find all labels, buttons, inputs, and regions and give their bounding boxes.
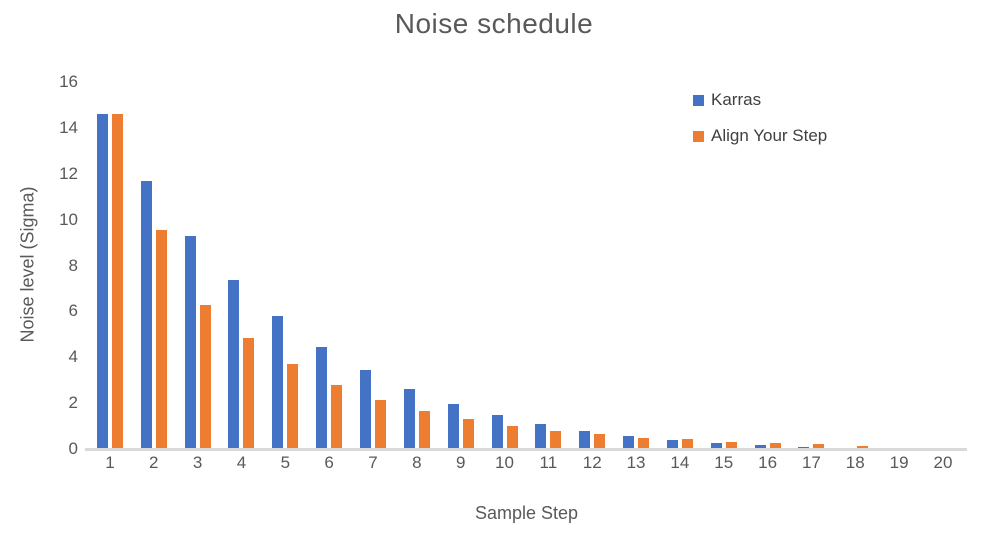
y-tick-label: 14	[59, 117, 78, 137]
bar-group-step-10	[483, 82, 527, 449]
align-your-step-bar	[462, 419, 474, 449]
legend: Karras Align Your Step	[693, 90, 827, 162]
y-axis-tick-labels: 0 2 4 6 8 10 12 14 16	[36, 72, 78, 458]
x-tick-label: 10	[495, 453, 514, 472]
karras-bar	[228, 280, 240, 449]
align-your-step-bar	[550, 430, 562, 449]
karras-bar	[359, 369, 371, 449]
x-tick-label: 19	[889, 453, 909, 472]
karras-bar	[579, 431, 591, 449]
legend-label: Karras	[711, 90, 762, 109]
x-tick-label: 15	[714, 453, 734, 472]
karras-bar	[316, 346, 328, 449]
karras-bar	[535, 424, 547, 449]
align-your-step-bar	[506, 426, 518, 449]
y-tick-label: 16	[59, 72, 78, 91]
bar-group-step-4	[220, 82, 264, 449]
x-axis-tick-labels: 1 2 3 4 5 6 7 8 9 10 11 12 13 14 15 16 17 18 19 20	[88, 453, 965, 473]
align-your-step-bar	[725, 441, 737, 449]
karras-bar	[140, 180, 152, 449]
x-tick-label: 20	[933, 453, 953, 472]
align-your-step-bar	[374, 399, 386, 449]
bar-group-step-3	[176, 82, 220, 449]
bar-group-step-1	[88, 82, 132, 449]
karras-bar	[710, 443, 722, 449]
align-your-step-bar	[155, 229, 167, 449]
karras-bar	[623, 436, 635, 449]
bar-group-step-19	[877, 82, 921, 449]
align-your-step-bar	[111, 114, 123, 449]
x-tick-label: 4	[236, 453, 247, 472]
bar-group-step-5	[263, 82, 307, 449]
karras-bar	[491, 414, 503, 449]
bar-group-step-13	[614, 82, 658, 449]
x-tick-label: 3	[192, 453, 203, 472]
bar-group-step-8	[395, 82, 439, 449]
karras-bar	[754, 445, 766, 449]
x-tick-label: 7	[368, 453, 378, 472]
x-tick-label: 13	[626, 453, 646, 472]
bar-group-step-7	[351, 82, 395, 449]
align-your-step-bar	[813, 444, 825, 449]
karras-bar	[272, 315, 284, 449]
align-your-step-bar	[681, 438, 693, 449]
karras-bar	[403, 389, 415, 449]
align-your-step-bar	[418, 411, 430, 449]
x-tick-label: 5	[280, 453, 291, 472]
align-your-step-bar	[331, 384, 343, 449]
y-tick-label: 12	[59, 163, 78, 183]
karras-bar	[184, 235, 196, 449]
y-tick-label: 4	[68, 347, 78, 367]
bar-group-step-15	[702, 82, 746, 449]
legend-label: Align Your Step	[711, 126, 828, 145]
bar-group-step-16	[746, 82, 790, 449]
align-your-step-bar	[199, 304, 211, 449]
align-your-step-bar	[287, 364, 299, 449]
x-axis-title: Sample Step	[474, 503, 579, 523]
y-tick-label: 2	[68, 393, 78, 413]
x-tick-label: 9	[455, 453, 466, 472]
x-tick-label: 2	[149, 453, 159, 472]
chart-title: Noise schedule	[394, 8, 594, 39]
x-tick-label: 6	[324, 453, 334, 472]
bar-series-area	[88, 82, 965, 449]
bar-group-step-17	[790, 82, 834, 449]
y-tick-label: 0	[68, 439, 78, 458]
bar-group-step-12	[570, 82, 614, 449]
x-tick-label: 12	[582, 453, 602, 472]
align-your-step-bar	[638, 437, 650, 449]
x-axis-line	[85, 448, 967, 451]
legend-marker-icon	[693, 130, 704, 142]
bar-group-step-20	[921, 82, 965, 449]
y-tick-label: 10	[59, 209, 78, 229]
x-tick-label: 16	[758, 453, 778, 472]
karras-bar	[798, 446, 810, 449]
align-your-step-bar	[594, 434, 606, 449]
bar-group-step-18	[833, 82, 877, 449]
x-tick-label: 8	[412, 453, 422, 472]
x-tick-label: 18	[845, 453, 865, 472]
x-tick-label: 17	[801, 453, 821, 472]
bar-group-step-11	[526, 82, 570, 449]
y-tick-label: 6	[68, 301, 78, 321]
legend-marker-icon	[693, 94, 704, 106]
legend-item-karras: Karras	[693, 90, 827, 110]
align-your-step-bar	[243, 337, 255, 449]
karras-bar	[447, 404, 459, 449]
x-tick-label: 14	[670, 453, 690, 472]
x-tick-label: 1	[105, 453, 115, 472]
karras-bar	[96, 114, 108, 449]
align-your-step-bar	[769, 443, 781, 449]
x-tick-label: 11	[539, 453, 558, 472]
y-tick-label: 8	[68, 255, 78, 275]
bar-group-step-14	[658, 82, 702, 449]
bar-group-step-6	[307, 82, 351, 449]
plot-area: 0 2 4 6 8 10 12 14 16 1 2 3 4 5 6 7 8 9 10 11 12 13 14 15 16 17 1…	[59, 72, 967, 472]
bar-group-step-2	[132, 82, 176, 449]
bar-group-step-9	[439, 82, 483, 449]
legend-item-align-your-step: Align Your Step	[693, 126, 827, 146]
align-your-step-bar	[857, 446, 869, 449]
karras-bar	[666, 439, 678, 449]
